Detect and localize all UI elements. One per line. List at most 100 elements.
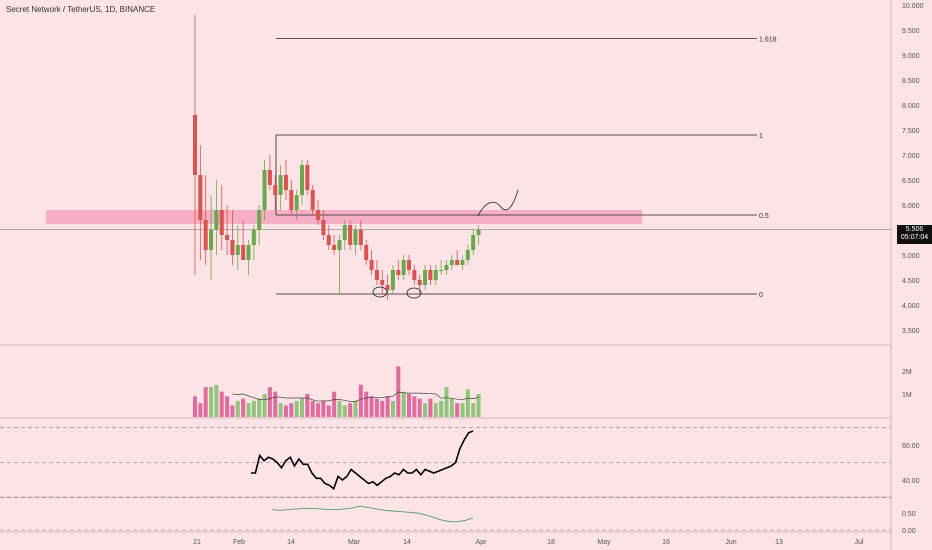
- volume-bar: [241, 398, 246, 417]
- x-tick-label: Jul: [855, 539, 864, 546]
- volume-bar: [390, 400, 395, 417]
- y-tick-label: 6.500: [902, 178, 920, 185]
- candle-body: [380, 280, 385, 285]
- rsi-tick-label: 40.00: [902, 478, 920, 485]
- candle-body: [267, 170, 272, 185]
- candle-body: [428, 270, 433, 280]
- x-tick-label: May: [597, 539, 611, 546]
- fib-level-label: 0: [759, 292, 763, 299]
- candle-body: [374, 270, 379, 280]
- candle-body: [257, 210, 262, 230]
- candle-body: [369, 260, 374, 270]
- candle-body: [214, 210, 219, 230]
- candle-body: [342, 225, 347, 240]
- volume-bar: [385, 396, 390, 417]
- candle-body: [455, 260, 460, 265]
- candle-body: [471, 235, 476, 250]
- bottom-marker-circle: [406, 287, 422, 299]
- y-tick-label: 7.000: [902, 153, 920, 160]
- x-tick-label: Feb: [233, 539, 245, 546]
- candle-body: [465, 250, 470, 260]
- x-tick-label: 14: [403, 539, 411, 546]
- volume-bar: [209, 387, 214, 417]
- candle-body: [203, 220, 208, 250]
- volume-bar: [358, 384, 363, 417]
- volume-bar: [401, 391, 406, 417]
- candle-body: [305, 165, 310, 190]
- volume-bar: [444, 387, 449, 417]
- volume-tick-label: 1M: [902, 392, 912, 399]
- volume-bar: [412, 396, 417, 417]
- volume-bar: [476, 394, 481, 417]
- volume-bar: [428, 398, 433, 417]
- volume-bar: [219, 391, 224, 417]
- candle-body: [278, 175, 283, 195]
- candle-body: [283, 175, 288, 190]
- candle-body: [219, 210, 224, 235]
- volume-bar: [348, 403, 353, 417]
- volume-bar: [332, 391, 337, 417]
- current-price-label: 5.506 05:07:04: [897, 225, 932, 244]
- volume-bar: [235, 400, 240, 417]
- oscillator-tick-label: 0.50: [902, 511, 916, 518]
- candle-body: [251, 230, 256, 245]
- candle-body: [235, 245, 240, 255]
- volume-bar: [439, 400, 444, 417]
- volume-bar: [246, 403, 251, 417]
- candle-body: [337, 240, 342, 250]
- candle-body: [316, 210, 321, 220]
- candle-body: [262, 170, 267, 210]
- volume-bar: [230, 405, 235, 417]
- candle-body: [412, 270, 417, 280]
- candle-body: [433, 270, 438, 280]
- volume-bar: [262, 394, 267, 417]
- projected-path: [477, 189, 519, 217]
- volume-bar: [342, 405, 347, 417]
- y-tick-label: 9.500: [902, 28, 920, 35]
- rsi-line: [251, 430, 474, 491]
- volume-bar: [449, 398, 454, 417]
- candle-body: [209, 230, 214, 250]
- candle-body: [198, 175, 203, 220]
- volume-bar: [407, 394, 411, 417]
- volume-bar: [267, 387, 272, 417]
- candle-body: [390, 270, 395, 290]
- candle-body: [417, 280, 422, 285]
- fib-level-label: 1.618: [759, 37, 777, 44]
- candle-body: [332, 245, 337, 250]
- candle-body: [439, 270, 444, 271]
- volume-bar: [417, 398, 422, 417]
- x-tick-label: Jun: [725, 539, 736, 546]
- rsi-tick-label: 60.00: [902, 443, 920, 450]
- volume-bar: [364, 391, 369, 417]
- candle-body: [246, 245, 251, 260]
- volume-bar: [203, 387, 208, 417]
- candle-body: [449, 260, 454, 265]
- oscillator-line: [271, 505, 474, 523]
- candle-body: [348, 225, 353, 245]
- candle-body: [321, 220, 326, 235]
- y-tick-label: 6.000: [902, 203, 920, 210]
- candle-body: [273, 185, 278, 195]
- bottom-marker-circle: [372, 286, 388, 298]
- volume-bar: [251, 400, 256, 417]
- candle-body: [423, 270, 428, 285]
- volume-bar: [294, 400, 299, 417]
- candle-body: [385, 285, 390, 290]
- volume-bar: [193, 396, 197, 417]
- candle-body: [289, 190, 294, 210]
- candle-body: [193, 115, 197, 175]
- candle-body: [294, 195, 299, 210]
- volume-bar: [305, 394, 310, 417]
- y-tick-label: 5.000: [902, 253, 920, 260]
- x-tick-label: 21: [193, 539, 201, 546]
- y-tick-label: 8.000: [902, 103, 920, 110]
- volume-bar: [289, 403, 294, 417]
- x-tick-label: Apr: [476, 539, 488, 546]
- y-tick-label: 3.500: [902, 328, 920, 335]
- volume-bar: [310, 400, 315, 417]
- volume-bar: [214, 384, 219, 417]
- candle-body: [300, 165, 304, 195]
- y-tick-label: 4.500: [902, 278, 920, 285]
